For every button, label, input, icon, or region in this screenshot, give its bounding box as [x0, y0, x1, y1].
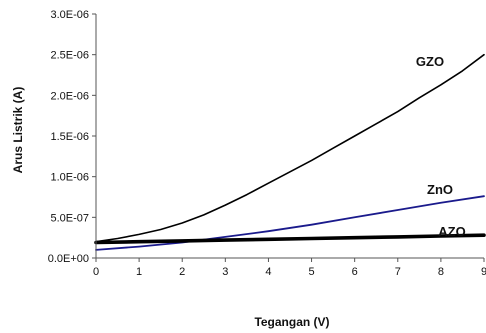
y-tick-label: 3.0E-06 [50, 9, 89, 21]
y-tick-label: 1.5E-06 [50, 131, 89, 143]
series-line-azo [94, 233, 486, 245]
y-tick-label: 0.0E+00 [48, 253, 89, 265]
x-tick-label: 1 [136, 266, 142, 278]
y-tick-label: 2.5E-06 [50, 50, 89, 62]
x-tick-label: 3 [222, 266, 228, 278]
x-tick-label: 7 [395, 266, 401, 278]
x-axis-title: Tegangan (V) [254, 315, 329, 329]
x-tick-label: 0 [93, 266, 99, 278]
plot-series [94, 53, 486, 251]
x-tick-label: 8 [438, 266, 444, 278]
series-label-gzo: GZO [416, 54, 444, 69]
x-tick-label: 9 [481, 266, 486, 278]
series-label-zno: ZnO [427, 182, 453, 197]
y-axis-ticks: 0.0E+00 5.0E-07 1.0E-06 1.5E-06 2.0E-06 2.5E-… [48, 9, 96, 265]
series-label-azo: AZO [438, 224, 465, 239]
y-tick-label: 1.0E-06 [50, 172, 89, 184]
series-line-zno [95, 195, 485, 251]
x-tick-label: 4 [265, 266, 271, 278]
x-axis-ticks: 0 1 2 3 4 5 6 7 8 9 [93, 258, 486, 278]
x-tick-label: 5 [308, 266, 314, 278]
x-tick-label: 6 [352, 266, 358, 278]
y-axis-title: Arus Listrik (A) [11, 87, 25, 174]
series-line-gzo [95, 53, 485, 243]
y-tick-label: 5.0E-07 [50, 212, 89, 224]
series-labels: GZO ZnO AZO [416, 54, 466, 239]
y-tick-label: 2.0E-06 [50, 90, 89, 102]
x-tick-label: 2 [179, 266, 185, 278]
